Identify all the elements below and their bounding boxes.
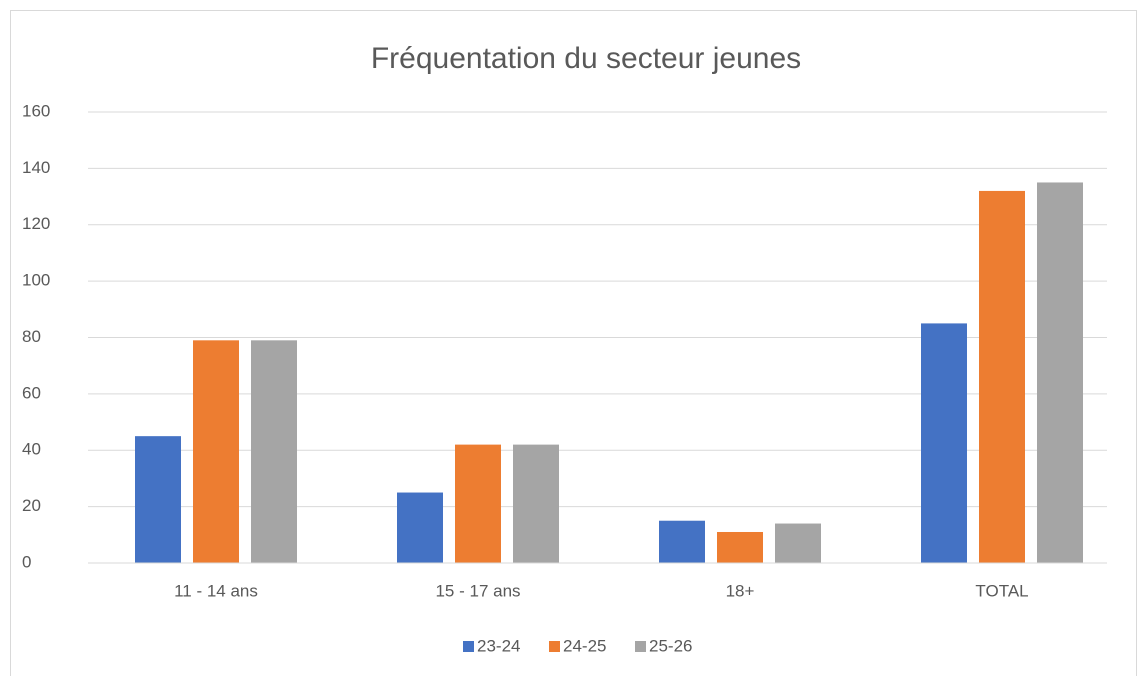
- bar: [193, 340, 239, 563]
- y-tick-label: 80: [22, 327, 41, 346]
- legend-swatch: [635, 641, 646, 652]
- y-tick-label: 40: [22, 440, 41, 459]
- bar: [775, 523, 821, 563]
- bar: [717, 531, 763, 563]
- y-tick-label: 0: [22, 552, 31, 571]
- chart-title: Fréquentation du secteur jeunes: [371, 42, 801, 75]
- x-tick-label: TOTAL: [975, 581, 1028, 600]
- bar: [1037, 182, 1083, 563]
- legend-swatch: [463, 641, 474, 652]
- bar: [135, 436, 181, 563]
- legend-label: 25-26: [649, 636, 692, 655]
- bar: [513, 444, 559, 563]
- y-tick-label: 160: [22, 101, 50, 120]
- x-tick-label: 15 - 17 ans: [435, 581, 520, 600]
- bar: [921, 323, 967, 563]
- y-tick-label: 60: [22, 383, 41, 402]
- legend-swatch: [549, 641, 560, 652]
- chart-frame: [10, 10, 1137, 676]
- y-tick-label: 100: [22, 271, 50, 290]
- y-tick-label: 140: [22, 158, 50, 177]
- x-tick-label: 18+: [726, 581, 755, 600]
- bar: [251, 340, 297, 563]
- bar: [397, 492, 443, 563]
- bar: [979, 190, 1025, 564]
- bar: [455, 444, 501, 563]
- y-tick-label: 120: [22, 214, 50, 233]
- legend-label: 24-25: [563, 636, 606, 655]
- legend-label: 23-24: [477, 636, 520, 655]
- y-tick-label: 20: [22, 496, 41, 515]
- x-tick-label: 11 - 14 ans: [174, 581, 258, 600]
- bar: [659, 520, 705, 563]
